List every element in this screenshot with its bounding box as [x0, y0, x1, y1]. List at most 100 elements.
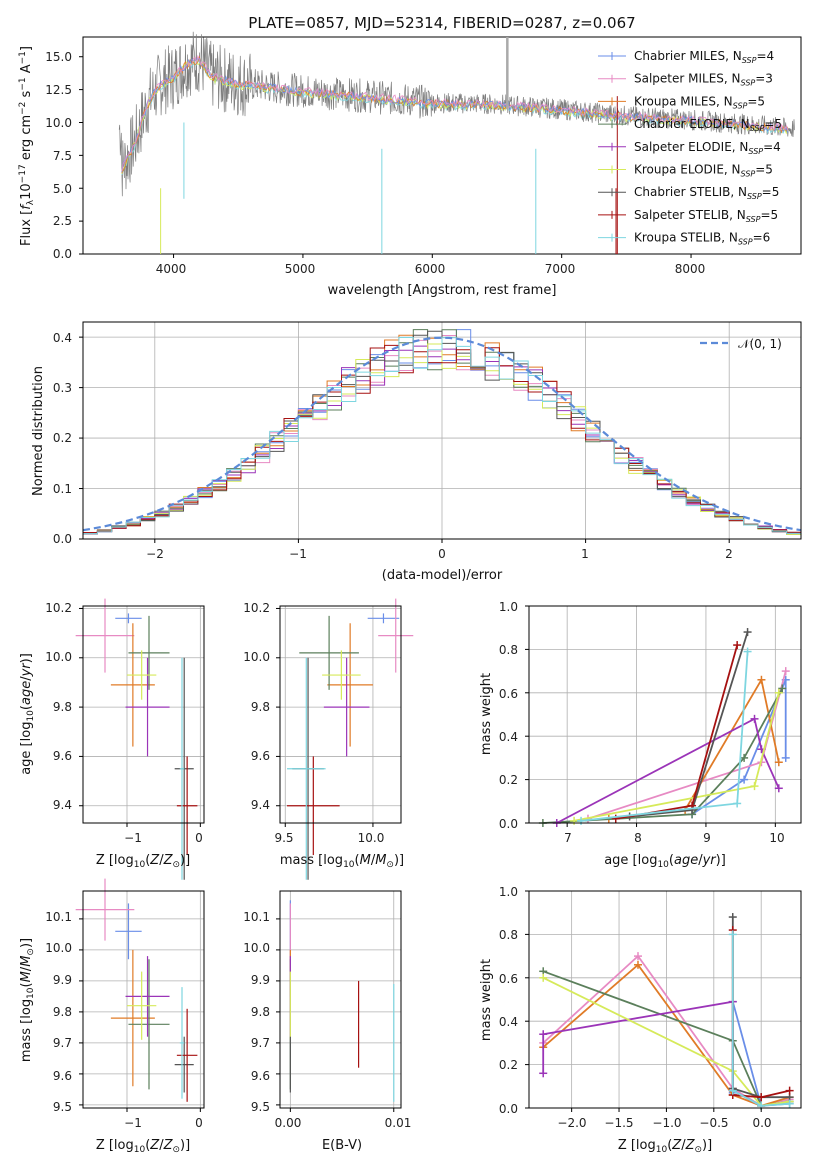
- y-tick-label: 0.4: [53, 331, 72, 345]
- y-tick-label: 0.2: [499, 773, 518, 787]
- y-tick-label: 0.8: [499, 928, 518, 942]
- y-tick-label: 10.1: [45, 910, 72, 924]
- weight-age-grid: [529, 605, 801, 824]
- mass-vs-ebv-panel: 0.00 0.01 9.5 9.6 9.7 9.8 9.9 10.0 10.1 …: [243, 890, 412, 1153]
- y-tick-label: 9.5: [53, 1100, 72, 1114]
- mass-z-x-ticks: −1 0: [124, 1116, 203, 1130]
- spectrum-traces: [118, 31, 795, 254]
- normal-curve: [82, 336, 802, 532]
- age-mass-axes-frame: [279, 605, 402, 824]
- age-z-grid: [83, 606, 204, 823]
- figure-title: PLATE=0857, MJD=52314, FIBERID=0287, z=0…: [248, 14, 635, 32]
- weight-age-x-ticks: 7 8 9 10: [564, 831, 784, 845]
- mass-ebv-x-ticks: 0.00 0.01: [275, 1116, 412, 1130]
- mass-ebv-errorbars: [276, 900, 395, 1112]
- mass-weight-vs-z-panel: −2.0 −1.5 −1.0 −0.5 0.0 0.0 0.2 0.4 0.6 …: [479, 885, 802, 1155]
- y-tick-label: 9.4: [251, 798, 270, 812]
- y-tick-label: 10.0: [45, 650, 72, 664]
- y-tick-label: 0.0: [499, 817, 518, 831]
- mass-weight-vs-age-panel: 7 8 9 10 0.0 0.2 0.4 0.6 0.8 1.0 age [lo…: [479, 600, 802, 870]
- y-tick-label: 12.5: [45, 83, 72, 97]
- y-tick-label: 0.2: [53, 431, 72, 445]
- mass-ebv-x-label: E(B-V): [322, 1138, 362, 1153]
- series-line: [573, 692, 780, 822]
- age-z-x-ticks: −1 0: [124, 831, 203, 845]
- y-tick-label: 10.1: [243, 910, 270, 924]
- y-tick-label: 10.2: [243, 601, 270, 615]
- residuals-legend: 𝒩(0, 1): [700, 337, 782, 351]
- weight-z-x-label: Z [log10(Z/Z⊙)]: [618, 1138, 712, 1155]
- x-tick-label: −1.0: [652, 1116, 681, 1130]
- y-tick-label: 0.2: [499, 1058, 518, 1072]
- x-tick-label: 5000: [285, 262, 316, 276]
- mass-ebv-grid: [280, 891, 401, 1108]
- weight-z-grid: [529, 890, 801, 1109]
- x-tick-label: −2: [146, 547, 164, 561]
- age-vs-mass-panel: 9.5 10.0 9.4 9.6 9.8 10.0 10.2 mass [log…: [243, 598, 414, 880]
- legend-normal-label: 𝒩(0, 1): [738, 337, 782, 351]
- series-line: [587, 670, 787, 820]
- mass-ebv-axes-frame: [279, 890, 402, 1109]
- y-tick-label: 9.8: [53, 700, 72, 714]
- age-mass-x-ticks: 9.5 10.0: [274, 831, 384, 845]
- residual-histograms: [79, 329, 801, 543]
- x-tick-label: 0.00: [275, 1116, 302, 1130]
- age-mass-grid: [280, 606, 401, 823]
- mass-z-axes-frame: [82, 890, 205, 1109]
- model-spectrum-line: [121, 54, 789, 172]
- y-tick-label: 0.1: [53, 482, 72, 496]
- x-tick-label: −1: [289, 547, 307, 561]
- y-tick-label: 9.8: [251, 1005, 270, 1019]
- x-tick-label: −0.5: [699, 1116, 728, 1130]
- y-tick-label: 9.7: [251, 1036, 270, 1050]
- x-tick-label: 10: [769, 831, 784, 845]
- mass-z-grid: [83, 891, 204, 1108]
- legend-label: Salpeter MILES, NSSP=3: [634, 72, 773, 88]
- x-tick-label: 8000: [675, 262, 706, 276]
- age-mass-errorbars: [276, 598, 414, 880]
- weight-age-y-ticks: 0.0 0.2 0.4 0.6 0.8 1.0: [499, 600, 518, 831]
- y-tick-label: 5.0: [53, 182, 72, 196]
- histogram-step: [83, 343, 801, 535]
- series-line: [691, 679, 787, 816]
- age-mass-y-ticks: 9.4 9.6 9.8 10.0 10.2: [243, 601, 270, 812]
- y-tick-label: 9.9: [251, 973, 270, 987]
- legend-label: Salpeter STELIB, NSSP=5: [634, 208, 778, 224]
- y-tick-label: 10.0: [243, 941, 270, 955]
- spectrum-legend: Chabrier MILES, NSSP=4 Salpeter MILES, NS…: [598, 49, 782, 247]
- x-tick-label: 0: [195, 831, 203, 845]
- series-line: [542, 688, 784, 824]
- mass-vs-z-panel: −1 0 9.5 9.6 9.7 9.8 9.9 10.0 10.1 Z [lo…: [19, 878, 205, 1155]
- y-tick-label: 9.6: [53, 749, 72, 763]
- y-tick-label: 0.3: [53, 381, 72, 395]
- spectrum-axes-frame: [82, 36, 802, 255]
- series-line: [556, 717, 780, 824]
- age-z-x-label: Z [log10(Z/Z⊙)]: [96, 853, 190, 870]
- residuals-x-ticks: −2 −1 0 1 2: [146, 547, 733, 561]
- y-tick-label: 1.0: [499, 885, 518, 899]
- age-z-axes-frame: [82, 605, 205, 824]
- x-tick-label: 0.0: [752, 1116, 771, 1130]
- spectrum-y-label: Flux [fλ10−17 erg cm−2 s−1 A−1]: [18, 46, 36, 246]
- y-tick-label: 1.0: [499, 600, 518, 614]
- residuals-y-label: Normed distribution: [31, 366, 46, 496]
- residuals-axes-frame: [82, 321, 802, 540]
- y-tick-label: 0.0: [499, 1102, 518, 1116]
- weight-z-lines: [525, 890, 794, 1112]
- y-tick-label: 9.6: [53, 1069, 72, 1083]
- y-tick-label: 0.8: [499, 643, 518, 657]
- y-tick-label: 7.5: [53, 149, 72, 163]
- residuals-x-label: (data-model)/error: [382, 568, 503, 583]
- x-tick-label: 9: [703, 831, 711, 845]
- x-tick-label: 1: [581, 547, 589, 561]
- residuals-panel: −2 −1 0 1 2 0.0 0.1 0.2 0.3 0.4 (data-mo…: [31, 321, 802, 583]
- x-tick-label: 7000: [545, 262, 576, 276]
- legend-label: Chabrier ELODIE, NSSP=5: [634, 117, 782, 133]
- x-tick-label: −1: [124, 1116, 142, 1130]
- x-tick-label: 9.5: [274, 831, 293, 845]
- y-tick-label: 10.0: [45, 941, 72, 955]
- x-tick-label: −2.0: [557, 1116, 586, 1130]
- spectrum-x-label: wavelength [Angstrom, rest frame]: [328, 283, 557, 298]
- observed-spectrum-line: [118, 31, 795, 197]
- y-tick-label: 2.5: [53, 214, 72, 228]
